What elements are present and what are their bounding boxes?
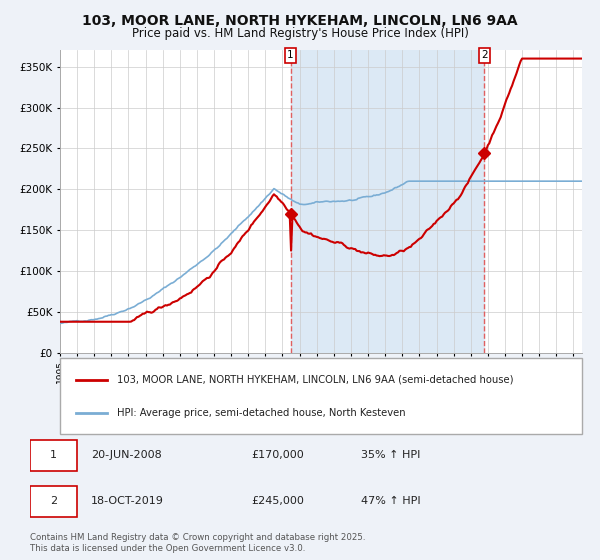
Text: 47% ↑ HPI: 47% ↑ HPI xyxy=(361,497,421,506)
Text: 35% ↑ HPI: 35% ↑ HPI xyxy=(361,450,421,460)
Text: £170,000: £170,000 xyxy=(251,450,304,460)
Text: 1: 1 xyxy=(287,50,294,60)
Text: 20-JUN-2008: 20-JUN-2008 xyxy=(91,450,161,460)
Text: Contains HM Land Registry data © Crown copyright and database right 2025.
This d: Contains HM Land Registry data © Crown c… xyxy=(30,533,365,553)
Text: 103, MOOR LANE, NORTH HYKEHAM, LINCOLN, LN6 9AA (semi-detached house): 103, MOOR LANE, NORTH HYKEHAM, LINCOLN, … xyxy=(118,375,514,385)
Text: 1: 1 xyxy=(50,450,57,460)
FancyBboxPatch shape xyxy=(60,358,582,434)
Text: 103, MOOR LANE, NORTH HYKEHAM, LINCOLN, LN6 9AA: 103, MOOR LANE, NORTH HYKEHAM, LINCOLN, … xyxy=(82,14,518,28)
Text: 2: 2 xyxy=(50,497,57,506)
FancyBboxPatch shape xyxy=(30,440,77,471)
Text: 18-OCT-2019: 18-OCT-2019 xyxy=(91,497,164,506)
FancyBboxPatch shape xyxy=(30,486,77,517)
Text: Price paid vs. HM Land Registry's House Price Index (HPI): Price paid vs. HM Land Registry's House … xyxy=(131,27,469,40)
Text: 2: 2 xyxy=(481,50,488,60)
Text: £245,000: £245,000 xyxy=(251,497,304,506)
Text: HPI: Average price, semi-detached house, North Kesteven: HPI: Average price, semi-detached house,… xyxy=(118,408,406,418)
Bar xyxy=(290,50,484,353)
